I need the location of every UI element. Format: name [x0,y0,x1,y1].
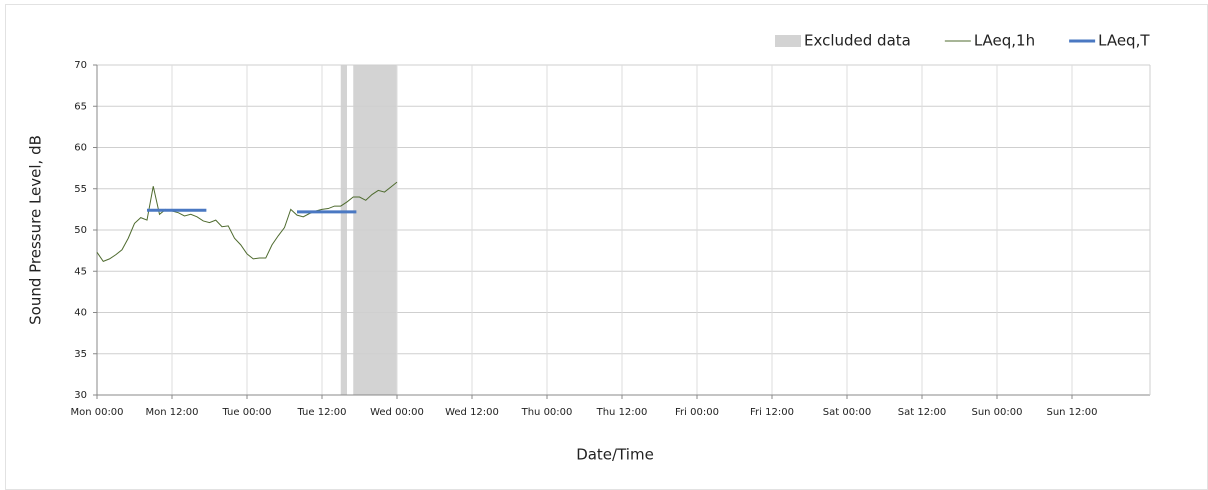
y-tick-label: 40 [74,308,87,319]
x-tick-label: Fri 00:00 [675,407,719,418]
x-tick-label: Wed 12:00 [445,407,499,418]
y-tick-label: 35 [74,349,87,360]
x-tick-label: Fri 12:00 [750,407,794,418]
x-tick-label: Tue 00:00 [221,407,271,418]
y-tick-label: 50 [74,225,87,236]
y-tick-label: 60 [74,143,87,154]
x-axis-title: Date/Time [576,446,654,464]
y-tick-label: 70 [74,60,87,71]
x-tick-label: Mon 12:00 [145,407,198,418]
x-tick-label: Sun 12:00 [1046,407,1097,418]
legend-label: LAeq,1h [974,32,1035,50]
x-tick-label: Mon 00:00 [70,407,123,418]
data-line [96,181,398,262]
x-tick-label: Tue 12:00 [296,407,346,418]
data-line [147,208,357,214]
x-tick-label: Sat 12:00 [898,407,946,418]
y-axis-title: Sound Pressure Level, dB [27,135,45,325]
y-tick-label: 45 [74,266,87,277]
x-tick-label: Wed 00:00 [370,407,424,418]
legend-label: Excluded data [804,32,911,50]
y-tick-label: 30 [74,390,87,401]
y-tick-label: 55 [74,184,87,195]
x-tick-label: Thu 12:00 [596,407,648,418]
y-tick-label: 65 [74,101,87,112]
x-tick-label: Sat 00:00 [823,407,871,418]
x-tick-label: Thu 00:00 [521,407,573,418]
legend-label: LAeq,T [1098,32,1150,50]
legend-swatch [775,35,801,47]
x-tick-label: Sun 00:00 [971,407,1022,418]
